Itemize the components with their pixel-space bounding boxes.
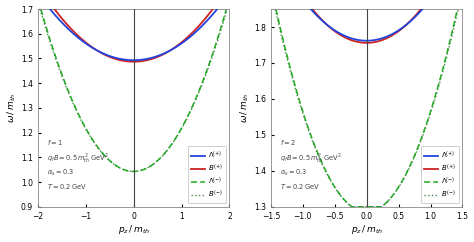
$\Lambda^{(+)}$	[403, 24, 409, 27]
$B^{(+)}$	[319, 18, 324, 21]
$B^{(-)}$	[214, 43, 219, 45]
Line: $\Lambda^{(+)}$: $\Lambda^{(+)}$	[50, 9, 217, 60]
$B^{(+)}$	[128, 60, 134, 63]
Legend: $\Lambda^{(+)}$, $B^{(+)}$, $\Lambda^{(-)}$, $B^{(-)}$: $\Lambda^{(+)}$, $B^{(+)}$, $\Lambda^{(-…	[188, 146, 226, 203]
$B^{(-)}$	[447, 43, 453, 46]
$\Lambda^{(+)}$	[360, 39, 366, 42]
$B^{(+)}$	[146, 58, 152, 61]
$\Lambda^{(-)}$	[300, 110, 306, 113]
Legend: $\Lambda^{(+)}$, $B^{(+)}$, $\Lambda^{(-)}$, $B^{(-)}$: $\Lambda^{(+)}$, $B^{(+)}$, $\Lambda^{(-…	[420, 146, 459, 203]
X-axis label: $p_z \, / \, m_{th}$: $p_z \, / \, m_{th}$	[351, 223, 383, 236]
$B^{(-)}$	[224, 8, 230, 11]
Line: $B^{(-)}$: $B^{(-)}$	[40, 9, 227, 172]
X-axis label: $p_z \, / \, m_{th}$: $p_z \, / \, m_{th}$	[118, 223, 150, 236]
$\Lambda^{(-)}$	[349, 205, 355, 208]
Line: $B^{(+)}$: $B^{(+)}$	[55, 9, 213, 62]
$B^{(+)}$	[117, 59, 123, 62]
Line: $B^{(-)}$: $B^{(-)}$	[275, 9, 458, 207]
$B^{(+)}$	[364, 41, 369, 44]
Line: $\Lambda^{(-)}$: $\Lambda^{(-)}$	[41, 9, 227, 172]
$\Lambda^{(+)}$	[86, 44, 91, 47]
$\Lambda^{(+)}$	[168, 49, 173, 52]
$B^{(-)}$	[154, 160, 160, 163]
$\Lambda^{(-)}$	[147, 165, 153, 168]
$\Lambda^{(+)}$	[214, 8, 220, 11]
$\Lambda^{(-)}$	[38, 8, 44, 11]
$B^{(-)}$	[456, 8, 461, 11]
$\Lambda^{(+)}$	[131, 59, 137, 62]
Line: $\Lambda^{(+)}$: $\Lambda^{(+)}$	[311, 9, 422, 41]
$B^{(-)}$	[128, 170, 133, 173]
$B^{(-)}$	[450, 29, 456, 31]
$B^{(+)}$	[380, 38, 385, 41]
$B^{(+)}$	[121, 60, 127, 62]
$B^{(-)}$	[163, 151, 168, 154]
$\Lambda^{(+)}$	[135, 59, 140, 61]
$\Lambda^{(-)}$	[346, 203, 352, 206]
$B^{(-)}$	[273, 8, 278, 11]
$B^{(-)}$	[379, 205, 385, 208]
Line: $B^{(+)}$: $B^{(+)}$	[312, 9, 421, 43]
$B^{(-)}$	[37, 8, 43, 11]
$\Lambda^{(+)}$	[319, 19, 325, 22]
$B^{(-)}$	[349, 205, 355, 208]
$\Lambda^{(-)}$	[110, 162, 116, 165]
$B^{(+)}$	[383, 37, 389, 40]
$\Lambda^{(+)}$	[109, 55, 114, 58]
$B^{(+)}$	[342, 36, 347, 39]
$\Lambda^{(-)}$	[379, 205, 385, 208]
$B^{(-)}$	[345, 202, 351, 205]
$\Lambda^{(+)}$	[364, 39, 369, 42]
$\Lambda^{(+)}$	[308, 8, 314, 11]
$\Lambda^{(+)}$	[47, 8, 53, 11]
Y-axis label: $\omega \, / \, m_{th}$: $\omega \, / \, m_{th}$	[239, 93, 251, 123]
Y-axis label: $\omega \, / \, m_{th}$: $\omega \, / \, m_{th}$	[6, 93, 18, 123]
$\Lambda^{(-)}$	[287, 64, 292, 67]
$B^{(+)}$	[52, 8, 57, 11]
$B^{(-)}$	[127, 170, 133, 173]
$B^{(+)}$	[344, 37, 349, 40]
$B^{(+)}$	[310, 8, 315, 10]
$\Lambda^{(-)}$	[455, 8, 460, 10]
$\Lambda^{(+)}$	[314, 14, 319, 17]
$\Lambda^{(-)}$	[300, 108, 305, 111]
Line: $\Lambda^{(-)}$: $\Lambda^{(-)}$	[276, 9, 457, 207]
$\Lambda^{(-)}$	[273, 8, 279, 10]
$B^{(+)}$	[418, 8, 424, 10]
$B^{(+)}$	[182, 38, 188, 41]
$B^{(+)}$	[131, 60, 137, 63]
$B^{(+)}$	[356, 41, 362, 44]
$\Lambda^{(-)}$	[147, 165, 153, 168]
$\Lambda^{(+)}$	[89, 46, 94, 49]
$B^{(-)}$	[131, 170, 137, 173]
$\Lambda^{(+)}$	[151, 56, 157, 59]
$\Lambda^{(+)}$	[417, 10, 423, 13]
Text: $f=1$
$q_f B=0.5\,m_{th}^2\;\mathrm{GeV}^2$
$\alpha_s=0.3$
$T=0.2\;\mathrm{GeV}$: $f=1$ $q_f B=0.5\,m_{th}^2\;\mathrm{GeV}…	[47, 138, 109, 191]
$\Lambda^{(+)}$	[419, 8, 425, 11]
$\Lambda^{(-)}$	[224, 8, 229, 11]
$\Lambda^{(-)}$	[342, 199, 347, 202]
$\Lambda^{(-)}$	[82, 125, 87, 128]
$\Lambda^{(+)}$	[374, 38, 380, 41]
$B^{(+)}$	[210, 8, 216, 11]
$B^{(-)}$	[385, 199, 391, 202]
Text: $f=2$
$q_f B=0.5\,m_{th}^2\;\mathrm{GeV}^2$
$\alpha_s=0.3$
$T=0.2\;\mathrm{GeV}$: $f=2$ $q_f B=0.5\,m_{th}^2\;\mathrm{GeV}…	[281, 138, 342, 191]
$B^{(-)}$	[96, 147, 101, 150]
$B^{(-)}$	[395, 188, 401, 190]
$B^{(+)}$	[164, 51, 170, 54]
$\Lambda^{(-)}$	[219, 22, 225, 25]
$\Lambda^{(-)}$	[131, 170, 137, 173]
$\Lambda^{(-)}$	[141, 168, 146, 171]
